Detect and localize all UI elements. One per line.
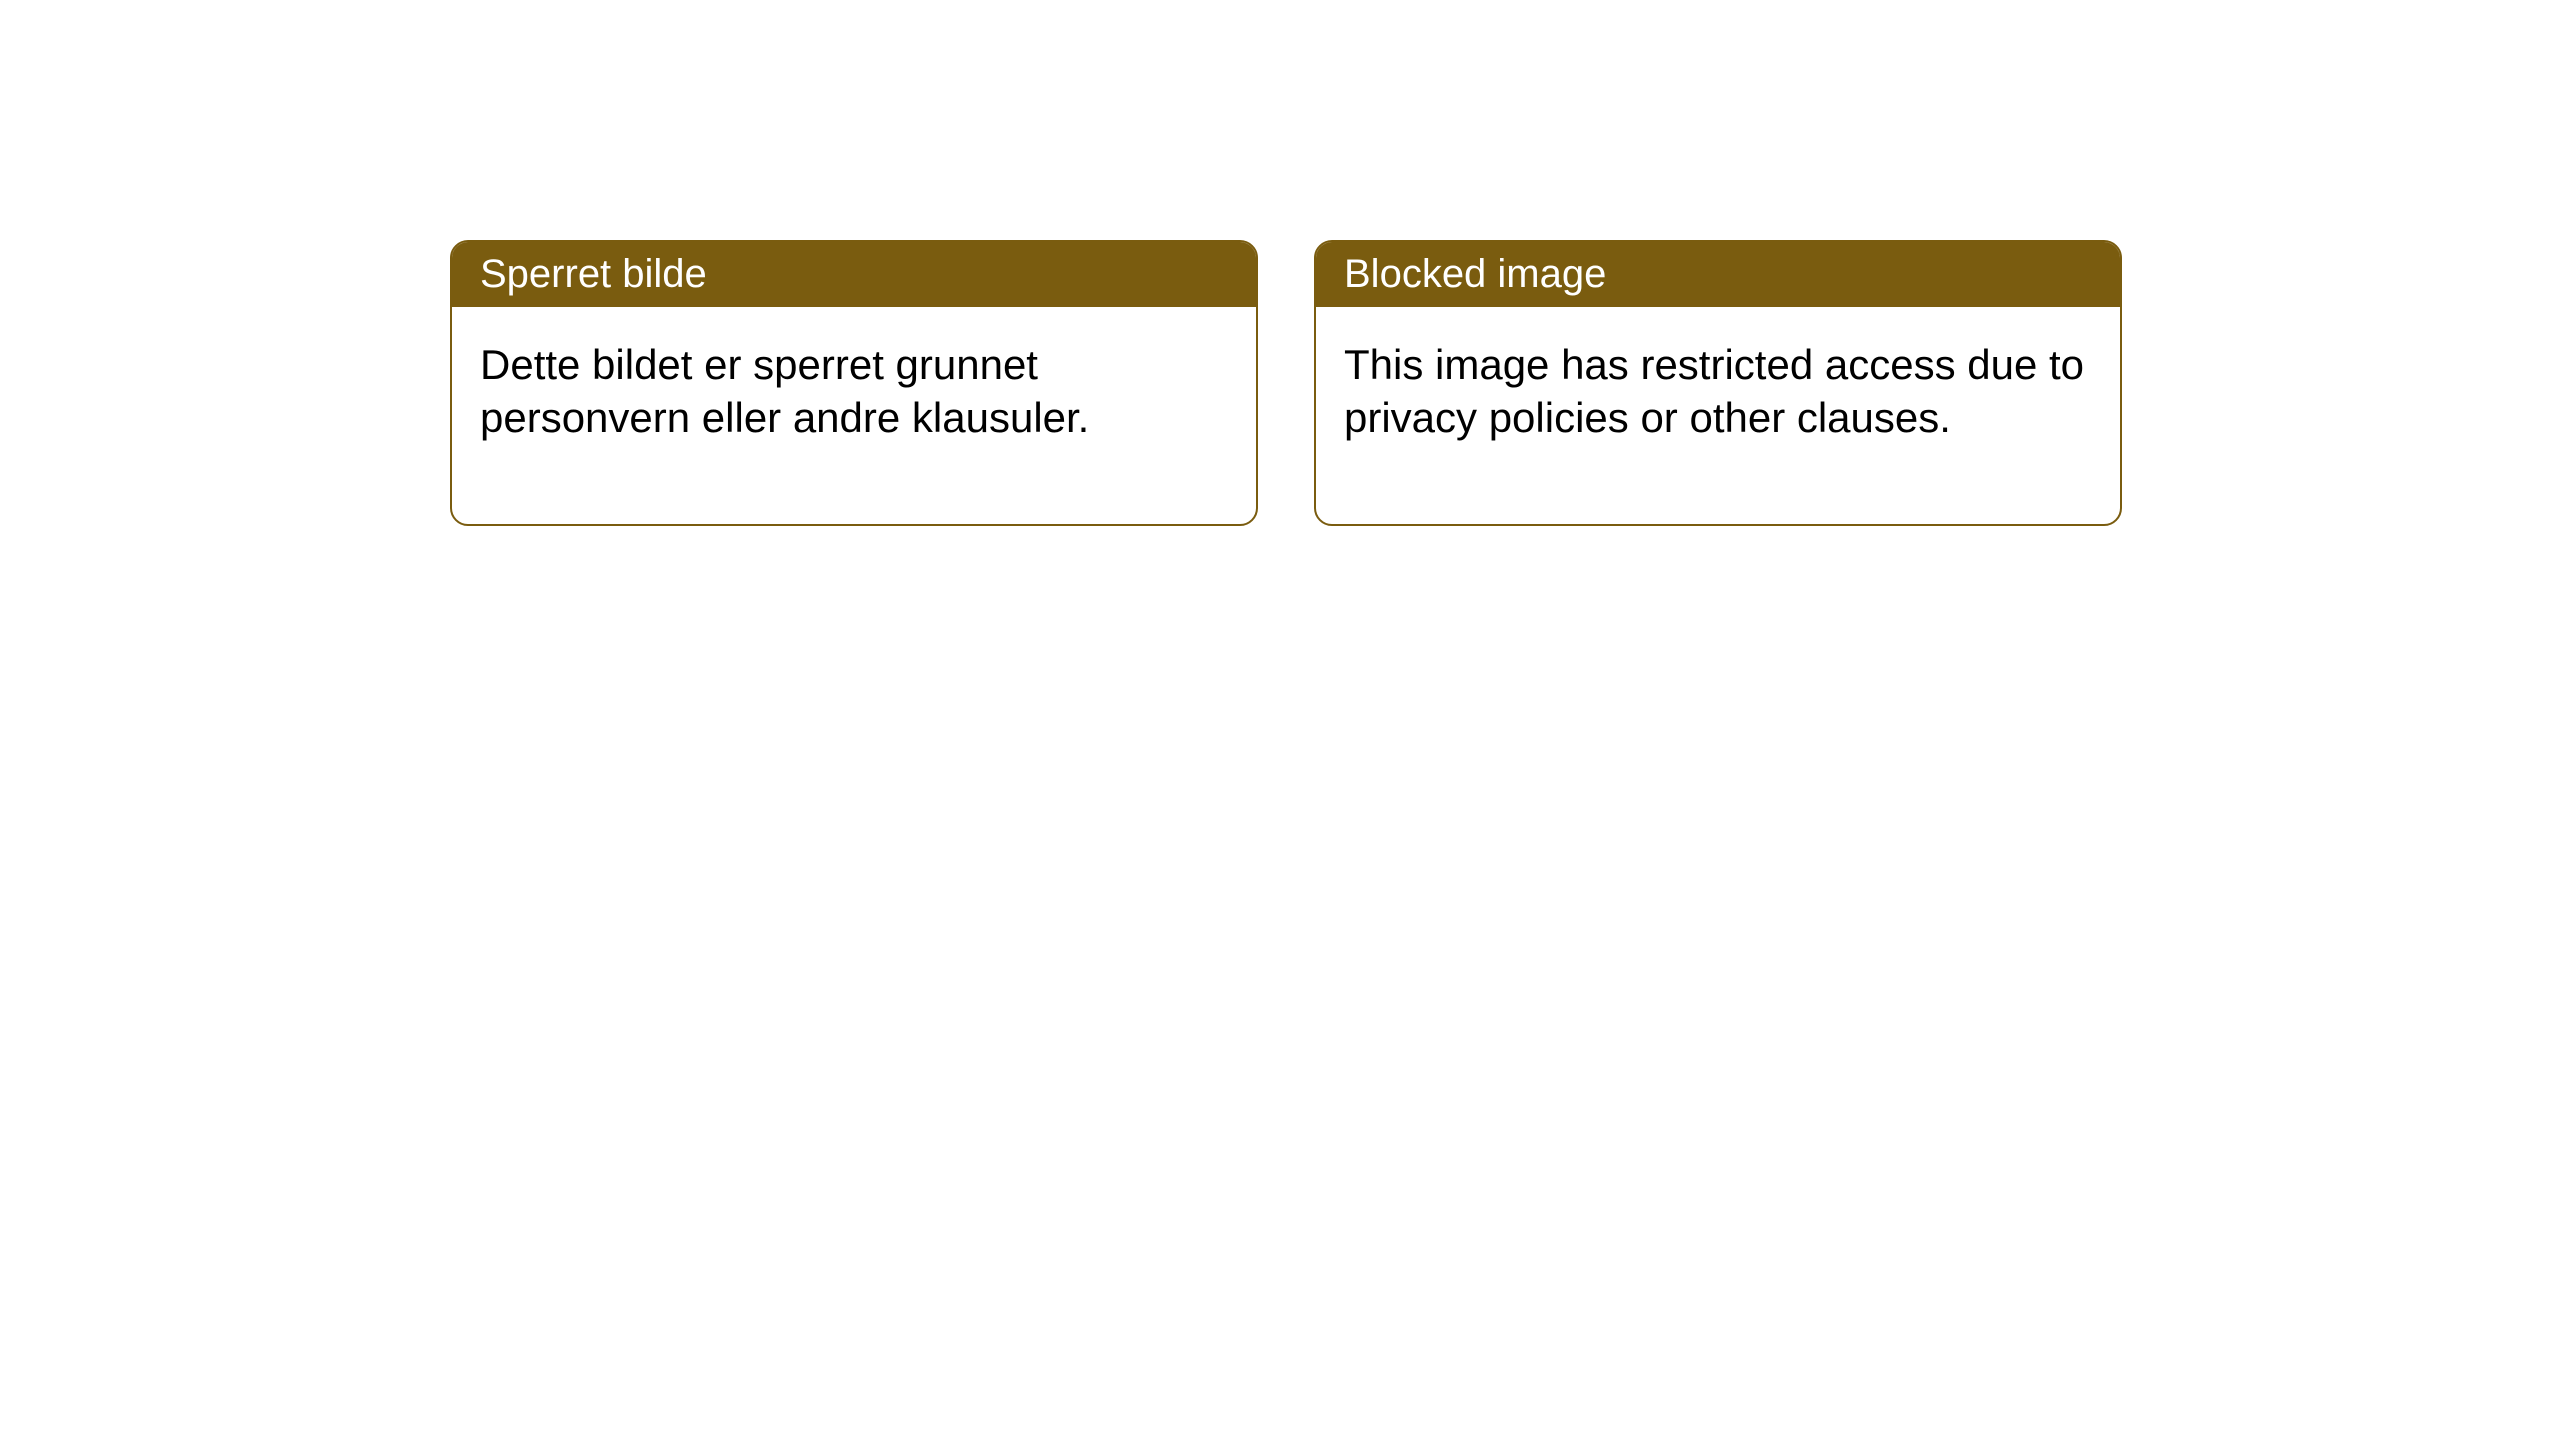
notice-body: This image has restricted access due to …: [1316, 307, 2120, 524]
notice-body: Dette bildet er sperret grunnet personve…: [452, 307, 1256, 524]
notice-message: This image has restricted access due to …: [1344, 341, 2084, 441]
notice-title: Sperret bilde: [480, 252, 707, 296]
notice-container: Sperret bilde Dette bildet er sperret gr…: [450, 240, 2122, 526]
notice-header: Blocked image: [1316, 242, 2120, 307]
notice-title: Blocked image: [1344, 252, 1606, 296]
notice-header: Sperret bilde: [452, 242, 1256, 307]
notice-card-norwegian: Sperret bilde Dette bildet er sperret gr…: [450, 240, 1258, 526]
notice-message: Dette bildet er sperret grunnet personve…: [480, 341, 1089, 441]
notice-card-english: Blocked image This image has restricted …: [1314, 240, 2122, 526]
